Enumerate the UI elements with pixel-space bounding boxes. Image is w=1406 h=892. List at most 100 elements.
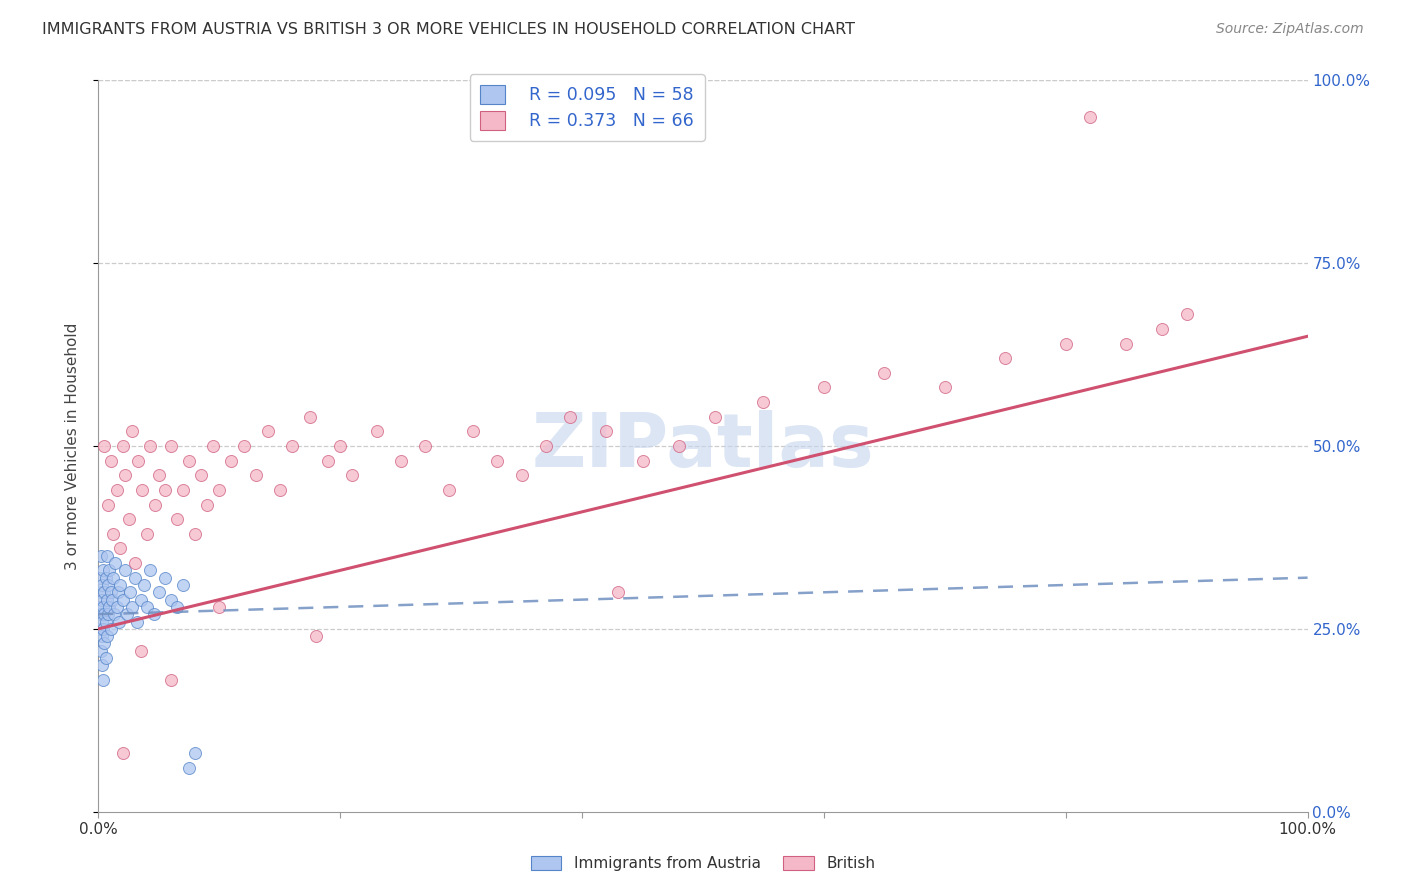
Point bbox=[704, 409, 727, 424]
Point bbox=[93, 636, 115, 650]
Point bbox=[143, 498, 166, 512]
Point bbox=[329, 439, 352, 453]
Point bbox=[107, 585, 129, 599]
Text: IMMIGRANTS FROM AUSTRIA VS BRITISH 3 OR MORE VEHICLES IN HOUSEHOLD CORRELATION C: IMMIGRANTS FROM AUSTRIA VS BRITISH 3 OR … bbox=[42, 22, 855, 37]
Point bbox=[148, 585, 170, 599]
Point bbox=[221, 453, 243, 467]
Point bbox=[1054, 336, 1077, 351]
Point bbox=[100, 592, 122, 607]
Point bbox=[91, 658, 114, 673]
Point bbox=[256, 425, 278, 439]
Point bbox=[97, 607, 120, 622]
Point bbox=[124, 556, 146, 570]
Point bbox=[232, 439, 254, 453]
Point bbox=[510, 468, 533, 483]
Point bbox=[245, 468, 267, 483]
Point bbox=[114, 468, 136, 483]
Point bbox=[1115, 336, 1137, 351]
Point bbox=[118, 585, 141, 599]
Point bbox=[179, 761, 201, 775]
Y-axis label: 3 or more Vehicles in Household: 3 or more Vehicles in Household bbox=[65, 322, 80, 570]
Point bbox=[91, 563, 114, 577]
Point bbox=[1175, 307, 1198, 321]
Point bbox=[195, 498, 218, 512]
Point bbox=[813, 380, 835, 394]
Point bbox=[139, 439, 162, 453]
Point bbox=[108, 578, 131, 592]
Point bbox=[100, 585, 122, 599]
Point bbox=[148, 468, 170, 483]
Point bbox=[101, 526, 124, 541]
Point bbox=[117, 607, 139, 622]
Point bbox=[994, 351, 1017, 366]
Point bbox=[631, 453, 654, 467]
Legend: Immigrants from Austria, British: Immigrants from Austria, British bbox=[524, 850, 882, 877]
Point bbox=[91, 622, 114, 636]
Point bbox=[100, 453, 122, 467]
Point bbox=[103, 607, 125, 622]
Point bbox=[111, 592, 134, 607]
Point bbox=[143, 607, 166, 622]
Point bbox=[98, 599, 121, 614]
Point bbox=[208, 599, 231, 614]
Point bbox=[135, 599, 157, 614]
Point bbox=[90, 607, 112, 622]
Point bbox=[114, 563, 136, 577]
Point bbox=[166, 599, 188, 614]
Point bbox=[534, 439, 557, 453]
Point bbox=[1078, 110, 1101, 124]
Point bbox=[89, 571, 111, 585]
Point bbox=[190, 468, 212, 483]
Point bbox=[124, 571, 146, 585]
Point bbox=[1152, 322, 1174, 336]
Point bbox=[342, 468, 364, 483]
Point bbox=[160, 673, 183, 687]
Point bbox=[101, 571, 124, 585]
Point bbox=[93, 607, 115, 622]
Point bbox=[111, 439, 134, 453]
Point bbox=[121, 599, 143, 614]
Point bbox=[91, 629, 114, 643]
Point bbox=[127, 453, 149, 467]
Point bbox=[129, 644, 152, 658]
Point bbox=[160, 592, 183, 607]
Point bbox=[96, 629, 118, 643]
Point bbox=[108, 541, 131, 556]
Point bbox=[281, 439, 304, 453]
Point bbox=[105, 599, 128, 614]
Point bbox=[91, 615, 114, 629]
Point bbox=[184, 746, 207, 760]
Point bbox=[94, 651, 117, 665]
Point bbox=[105, 483, 128, 497]
Point bbox=[208, 483, 231, 497]
Text: Source: ZipAtlas.com: Source: ZipAtlas.com bbox=[1216, 22, 1364, 37]
Point bbox=[437, 483, 460, 497]
Point bbox=[97, 498, 120, 512]
Point bbox=[131, 483, 153, 497]
Point bbox=[873, 366, 896, 380]
Point bbox=[91, 592, 114, 607]
Point bbox=[202, 439, 225, 453]
Point bbox=[93, 585, 115, 599]
Point bbox=[366, 425, 388, 439]
Point bbox=[160, 439, 183, 453]
Point bbox=[96, 549, 118, 563]
Point bbox=[134, 578, 156, 592]
Point bbox=[135, 526, 157, 541]
Point bbox=[96, 592, 118, 607]
Text: ZIPatlas: ZIPatlas bbox=[531, 409, 875, 483]
Point bbox=[463, 425, 485, 439]
Point bbox=[269, 483, 291, 497]
Point bbox=[153, 483, 176, 497]
Point bbox=[558, 409, 581, 424]
Point bbox=[172, 578, 194, 592]
Point bbox=[129, 592, 152, 607]
Point bbox=[91, 673, 114, 687]
Point bbox=[299, 409, 322, 424]
Point bbox=[90, 644, 112, 658]
Point bbox=[184, 526, 207, 541]
Point bbox=[389, 453, 412, 467]
Point bbox=[413, 439, 436, 453]
Point bbox=[90, 585, 112, 599]
Point bbox=[111, 746, 134, 760]
